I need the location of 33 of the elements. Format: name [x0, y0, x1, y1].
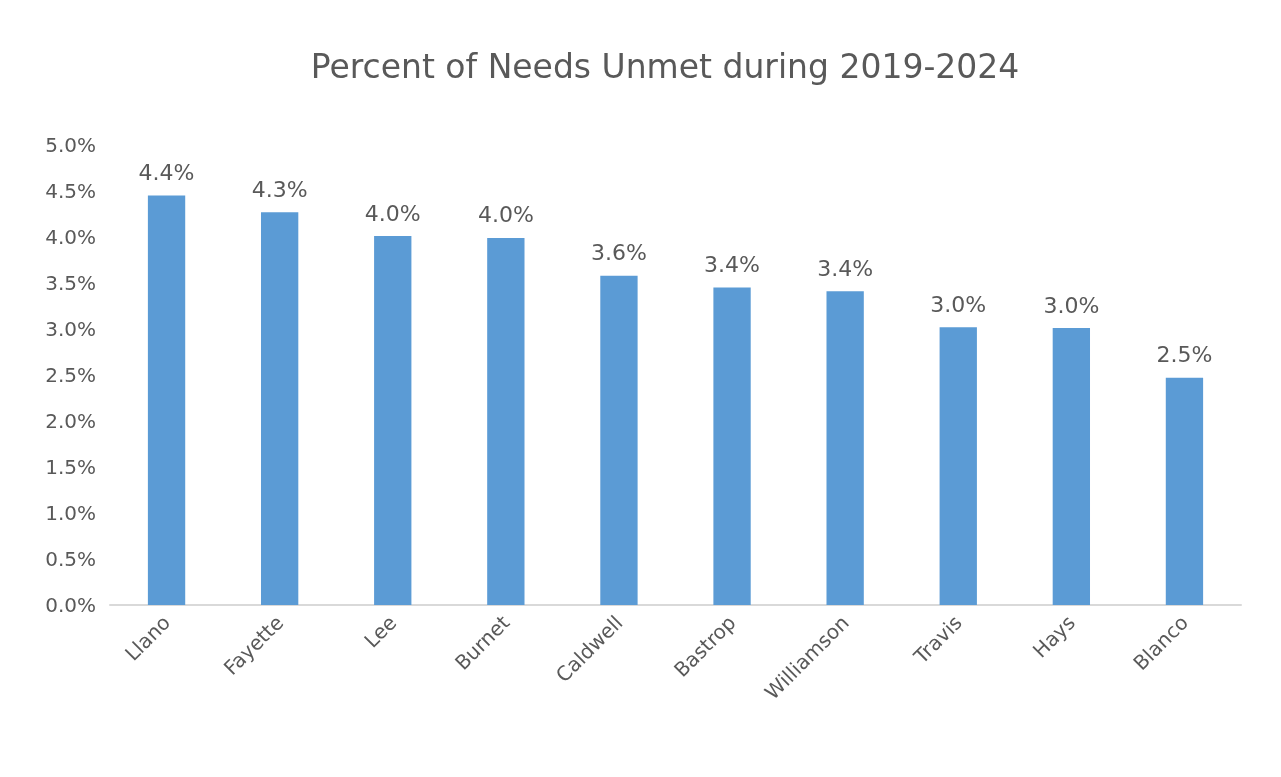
y-tick-label: 4.0% — [45, 225, 96, 249]
bar — [260, 212, 299, 605]
chart-title: Percent of Needs Unmet during 2019-2024 — [310, 47, 1020, 86]
data-label: 4.3% — [251, 176, 308, 202]
data-label: 2.5% — [1156, 342, 1213, 368]
bar — [713, 287, 751, 605]
y-tick-label: 1.0% — [45, 501, 96, 525]
bar — [487, 237, 525, 605]
data-label: 3.6% — [591, 240, 647, 266]
y-tick-label: 0.5% — [45, 547, 96, 571]
data-label: 3.0% — [930, 291, 987, 317]
y-tick-label: 0.0% — [45, 593, 96, 617]
bar — [1052, 328, 1091, 605]
data-label: 3.4% — [817, 255, 874, 281]
data-label: 4.4% — [138, 160, 195, 186]
data-label: 3.0% — [1043, 292, 1100, 318]
y-tick-label: 1.5% — [45, 455, 96, 479]
data-label: 4.0% — [364, 200, 421, 226]
y-tick-label: 3.0% — [45, 317, 96, 341]
y-tick-label: 4.5% — [45, 179, 96, 203]
bar — [374, 236, 412, 605]
bar — [147, 195, 186, 605]
bar — [826, 291, 864, 605]
bar — [1165, 377, 1204, 605]
x-tick-label: Lee — [359, 610, 402, 653]
bar — [600, 275, 638, 605]
data-label: 4.0% — [477, 202, 534, 228]
bar — [939, 327, 977, 605]
y-tick-label: 2.5% — [45, 363, 96, 387]
y-tick-label: 2.0% — [45, 409, 96, 433]
y-tick-label: 5.0% — [45, 133, 96, 157]
y-tick-label: 3.5% — [45, 271, 96, 295]
data-label: 3.4% — [704, 252, 760, 278]
